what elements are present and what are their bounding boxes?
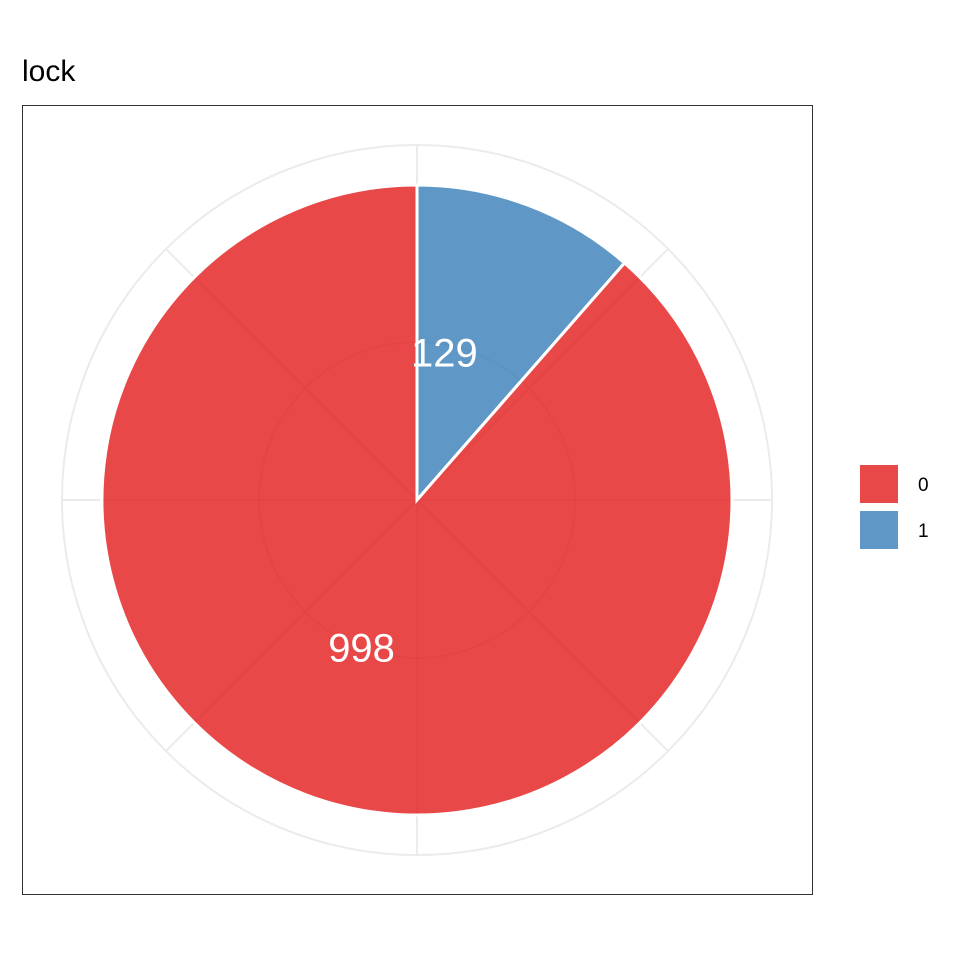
- pie-slice-0: [100, 183, 734, 817]
- slice-label-1: 129: [411, 332, 478, 376]
- slice-label-0: 998: [328, 626, 395, 670]
- legend-label-0: 0: [918, 475, 929, 496]
- pie-slice-labels: 129 998: [328, 332, 478, 671]
- chart-title: lock: [22, 55, 76, 88]
- pie-slices: [100, 183, 734, 817]
- legend-key-1: [860, 511, 898, 549]
- pie-slice-1: [415, 183, 627, 504]
- legend-label-1: 1: [918, 521, 929, 542]
- legend-key-0: [860, 465, 898, 503]
- legend: 01: [860, 465, 929, 549]
